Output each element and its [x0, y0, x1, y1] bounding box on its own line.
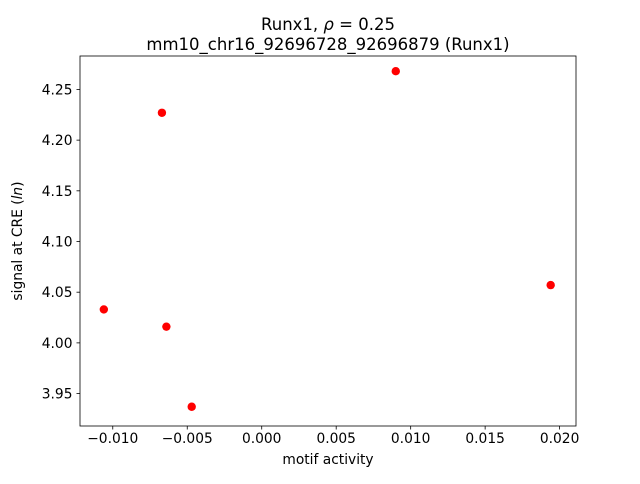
axes-border	[79, 55, 577, 427]
y-axis-label: signal at CRE (ln)	[10, 181, 26, 300]
data-point	[546, 280, 555, 290]
plot-subtitle: mm10_chr16_92696728_92696879 (Runx1)	[146, 35, 509, 55]
data-point	[187, 402, 196, 411]
data-point	[162, 322, 171, 331]
y-tick-label: 4.15	[42, 184, 73, 200]
x-tick-label: −0.010	[87, 431, 138, 447]
y-tick-label: 3.95	[42, 387, 73, 403]
y-tick-label: 4.20	[42, 133, 73, 149]
x-tick-label: 0.020	[540, 431, 580, 447]
data-point	[157, 108, 167, 117]
data-point	[391, 67, 400, 76]
y-tick-label: 4.10	[42, 235, 73, 251]
y-tick-label: 4.00	[42, 336, 73, 352]
x-tick-label: 0.010	[391, 431, 431, 447]
y-tick-label: 4.25	[42, 82, 73, 98]
x-tick-label: 0.005	[316, 431, 356, 447]
x-tick-label: 0.015	[465, 431, 505, 447]
plot-title: Runx1, ρ = 0.25	[261, 15, 395, 34]
data-point	[99, 305, 109, 314]
x-axis-label: motif activity	[282, 452, 373, 468]
y-tick-label: 4.05	[42, 285, 73, 301]
x-tick-label: −0.005	[162, 431, 213, 447]
x-tick-label: 0.000	[242, 431, 282, 447]
